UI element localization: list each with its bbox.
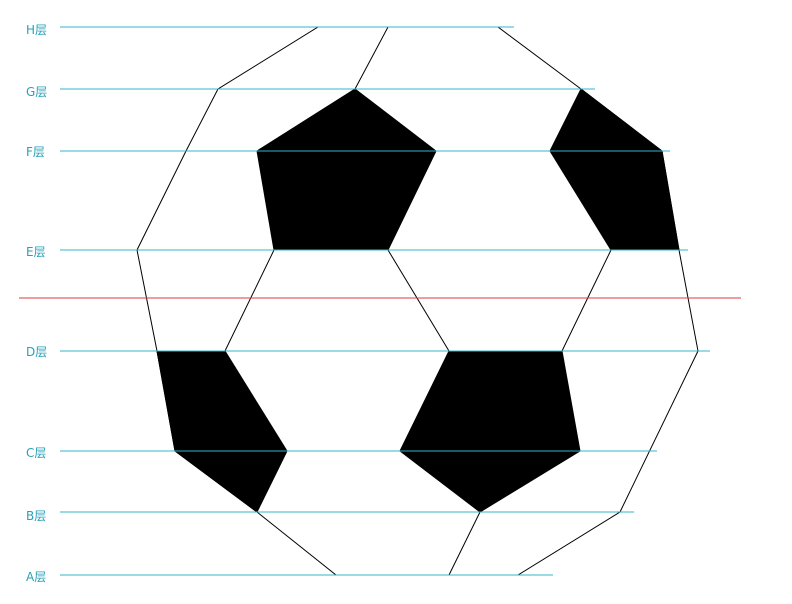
layer-label-g: G层: [26, 85, 47, 99]
ball-outline: [136, 26, 699, 576]
layer-label-a: A层: [26, 570, 46, 584]
layer-label-b: B层: [26, 509, 46, 523]
pentagon-bottom-left: [156, 350, 288, 513]
black-patches: [156, 88, 680, 513]
layer-label-h: H层: [26, 23, 47, 37]
layer-labels: H层 G层 F层 E层 D层 C层 B层 A层: [26, 23, 47, 584]
layer-label-d: D层: [26, 345, 47, 359]
ball-seams: [136, 26, 699, 576]
layer-lines: [60, 26, 710, 576]
pentagon-top-center: [256, 88, 437, 251]
layer-label-f: F层: [26, 145, 45, 159]
pentagon-top-right: [549, 88, 680, 251]
pentagon-bottom-right: [399, 350, 581, 513]
layer-label-c: C层: [26, 446, 46, 460]
layer-label-e: E层: [26, 245, 46, 259]
